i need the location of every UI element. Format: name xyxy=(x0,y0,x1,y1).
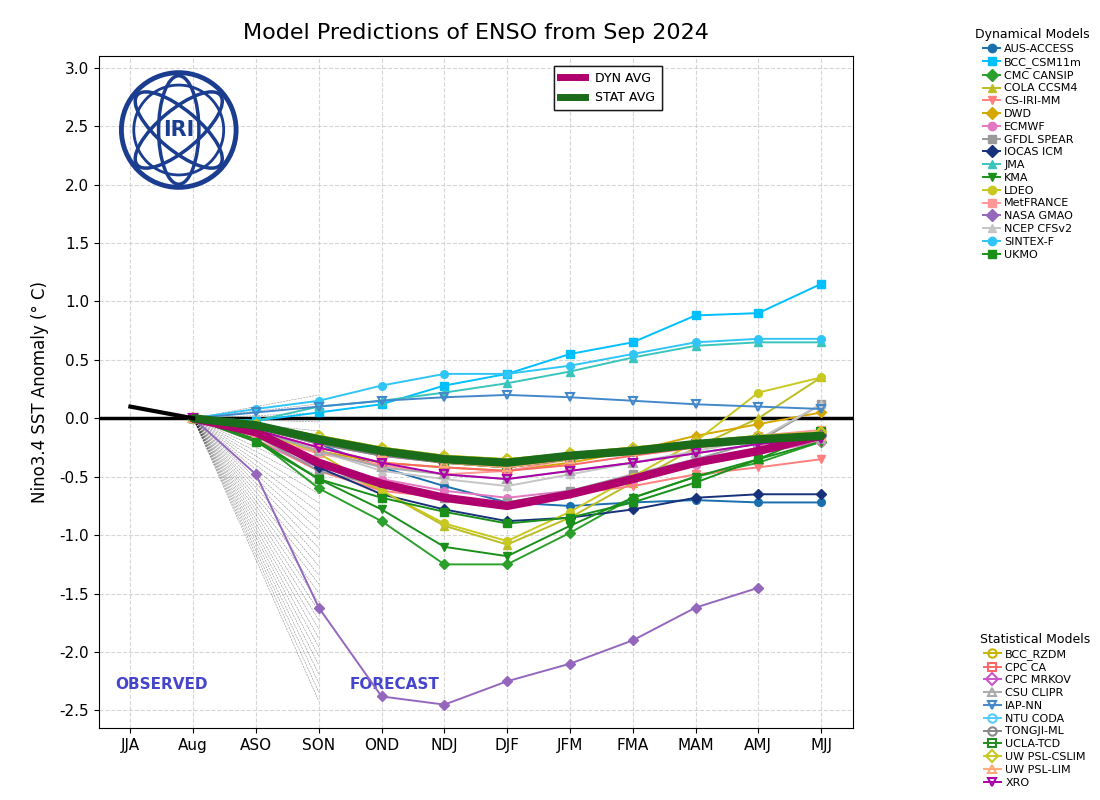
Legend: DYN AVG, STAT AVG: DYN AVG, STAT AVG xyxy=(554,66,661,110)
Text: OBSERVED: OBSERVED xyxy=(116,678,208,693)
Text: FORECAST: FORECAST xyxy=(349,678,439,693)
Title: Model Predictions of ENSO from Sep 2024: Model Predictions of ENSO from Sep 2024 xyxy=(243,23,708,43)
Text: IRI: IRI xyxy=(163,120,195,140)
Legend: BCC_RZDM, CPC CA, CPC MRKOV, CSU CLIPR, IAP-NN, NTU CODA, TONGJI-ML, UCLA-TCD, U: BCC_RZDM, CPC CA, CPC MRKOV, CSU CLIPR, … xyxy=(976,629,1094,792)
Y-axis label: Nino3.4 SST Anomaly (° C): Nino3.4 SST Anomaly (° C) xyxy=(31,281,48,503)
Legend: AUS-ACCESS, BCC_CSM11m, CMC CANSIP, COLA CCSM4, CS-IRI-MM, DWD, ECMWF, GFDL SPEA: AUS-ACCESS, BCC_CSM11m, CMC CANSIP, COLA… xyxy=(971,24,1094,264)
